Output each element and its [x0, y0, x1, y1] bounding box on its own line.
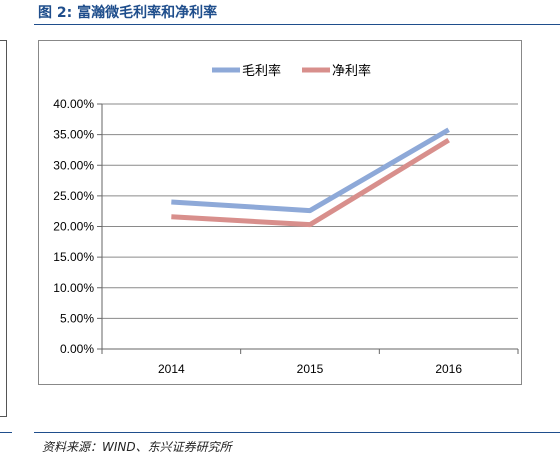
series-line-1: [171, 127, 450, 214]
top-divider: [34, 24, 560, 25]
y-tick-label: 20.00%: [53, 220, 94, 234]
axes: [97, 103, 519, 354]
y-tick-label: 5.00%: [60, 311, 94, 325]
left-panel-edge: [0, 40, 7, 417]
chart-frame: [38, 40, 522, 385]
left-divider: [0, 432, 12, 433]
legend-item: 净利率: [302, 63, 371, 79]
legend-label: 毛利率: [242, 63, 281, 79]
x-tick-label: 2014: [158, 362, 185, 376]
y-tick-label: 15.00%: [53, 250, 94, 264]
bottom-divider: [34, 432, 560, 433]
y-tick-label: 40.00%: [53, 97, 94, 111]
gridlines: [102, 103, 518, 319]
figure-title: 图 2: 富瀚微毛利率和净利率: [38, 5, 218, 21]
y-tick-label: 10.00%: [53, 281, 94, 295]
tick-labels: 0.00% 5.00% 10.00% 15.00% 20.00% 25.00% 30.00%…: [53, 97, 462, 376]
y-tick-label: 35.00%: [53, 128, 94, 142]
source-note: 资料来源：WIND、东兴证券研究所: [42, 440, 232, 454]
legend: 毛利率 净利率: [212, 63, 371, 79]
x-tick-label: 2016: [435, 362, 462, 376]
y-tick-label: 0.00%: [60, 342, 94, 356]
series-lines: [171, 127, 450, 228]
legend-item: 毛利率: [212, 63, 281, 79]
legend-label: 净利率: [332, 63, 371, 79]
y-tick-label: 30.00%: [53, 158, 94, 172]
y-tick-label: 25.00%: [53, 189, 94, 203]
x-tick-label: 2015: [297, 362, 324, 376]
